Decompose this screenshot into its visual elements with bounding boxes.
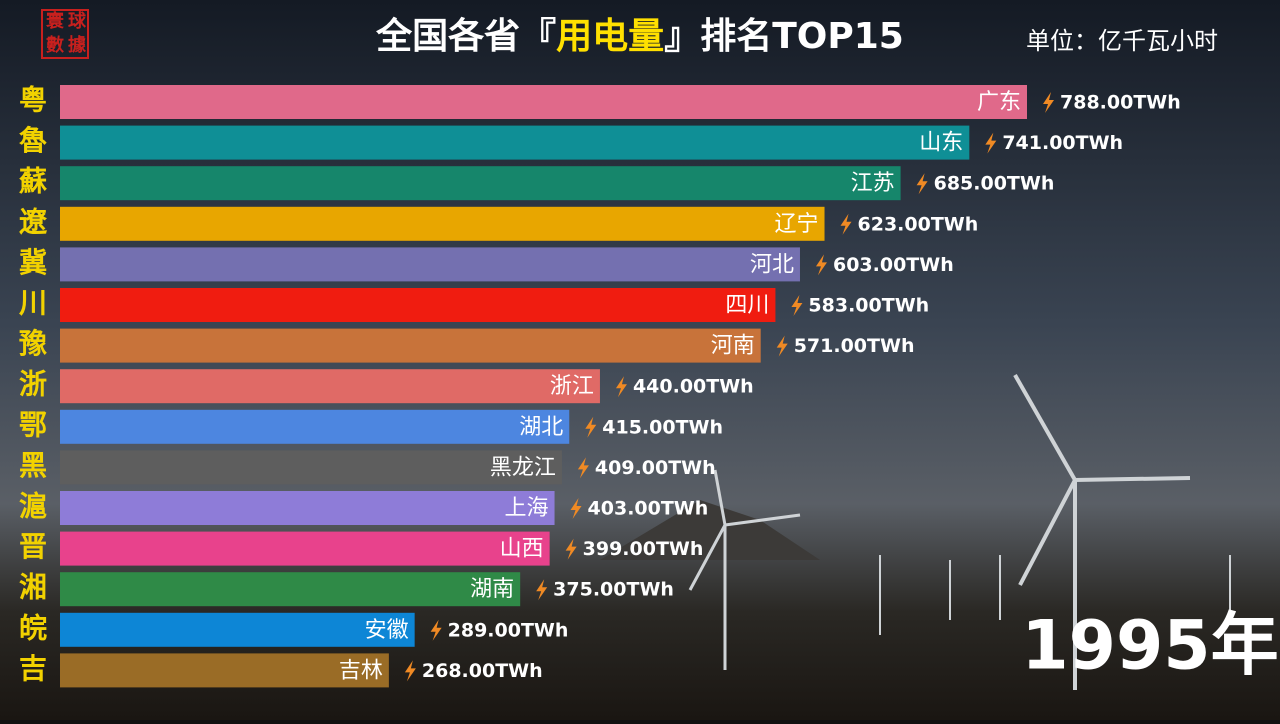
bolt-icon <box>536 579 548 601</box>
row-abbreviation: 晋 <box>19 530 47 563</box>
bar-label: 四川 <box>725 293 769 318</box>
title-part: 』排名TOP15 <box>664 16 904 57</box>
bolt-icon <box>791 295 803 316</box>
row-abbreviation: 皖 <box>19 611 47 644</box>
bar <box>60 491 555 525</box>
bar-label: 山西 <box>500 537 544 562</box>
bolt-icon <box>776 335 788 357</box>
row-abbreviation: 湘 <box>19 571 47 604</box>
row-abbreviation: 蘇 <box>19 165 47 198</box>
bar-label: 河北 <box>750 252 794 277</box>
logo-frame <box>41 9 89 59</box>
bar <box>60 409 570 444</box>
bar <box>60 612 415 647</box>
value-label: 623.00TWh <box>858 213 979 235</box>
value-label: 399.00TWh <box>583 538 704 560</box>
bar <box>60 531 550 566</box>
bar-label: 湖北 <box>519 415 563 440</box>
logo-char: 據 <box>68 34 87 56</box>
value-label: 375.00TWh <box>553 579 674 601</box>
value-label: 788.00TWh <box>1060 92 1181 114</box>
value-label: 268.00TWh <box>422 660 543 682</box>
logo-char: 數 <box>46 35 64 56</box>
bar-label: 辽宁 <box>775 212 819 237</box>
logo-char: 寰 <box>46 10 64 32</box>
bar <box>60 206 825 241</box>
value-label: 403.00TWh <box>588 498 709 520</box>
subtitle: 单位：亿千瓦小时 <box>1026 27 1218 55</box>
bolt-icon <box>615 376 627 398</box>
bolt-icon <box>985 132 997 154</box>
turbines <box>688 374 1231 690</box>
bolt-icon <box>585 416 597 438</box>
row-abbreviation: 川 <box>19 287 47 320</box>
bolt-icon <box>577 457 589 479</box>
bar-label: 吉林 <box>339 658 383 683</box>
value-label: 440.00TWh <box>633 376 754 398</box>
bolt-icon <box>815 254 827 276</box>
bar <box>60 288 776 322</box>
row-abbreviation: 鄂 <box>19 408 47 441</box>
bolt-icon <box>430 619 442 641</box>
row-abbreviation: 冀 <box>19 246 47 279</box>
title-part: 全国各省『 <box>375 15 556 57</box>
bolt-icon <box>840 213 852 235</box>
bar <box>60 166 901 201</box>
row-abbreviation: 豫 <box>19 327 47 360</box>
mountain <box>600 500 820 560</box>
value-label: 415.00TWh <box>602 416 723 438</box>
row-abbreviation: 魯 <box>19 124 47 157</box>
value-label: 571.00TWh <box>794 335 915 357</box>
row-abbreviation: 吉 <box>19 652 47 685</box>
bar-label: 江苏 <box>851 171 895 196</box>
value-label: 289.00TWh <box>448 619 569 641</box>
logo-char: 球 <box>68 11 87 32</box>
row-abbreviation: 滬 <box>19 490 47 523</box>
bolt-icon <box>565 538 577 560</box>
value-label: 685.00TWh <box>934 173 1055 195</box>
bolt-icon <box>404 660 416 682</box>
bar <box>60 85 1027 119</box>
bar <box>60 653 389 688</box>
bar <box>60 125 970 160</box>
value-label: 583.00TWh <box>808 295 929 317</box>
bar <box>60 247 800 282</box>
bar <box>60 572 521 607</box>
bar-label: 湖南 <box>470 577 514 602</box>
bar <box>60 328 761 363</box>
value-label: 409.00TWh <box>595 457 716 479</box>
value-label: 741.00TWh <box>1002 132 1123 154</box>
bolt-icon <box>570 498 582 519</box>
chart-title: 全国各省『用电量』排名TOP15 <box>375 15 904 57</box>
bar-label: 浙江 <box>550 374 594 399</box>
bar <box>60 450 562 485</box>
bolt-icon <box>1043 92 1054 113</box>
bar-label: 山东 <box>919 131 963 156</box>
bar-label: 河南 <box>711 334 755 359</box>
bar-label: 黑龙江 <box>490 455 556 480</box>
row-abbreviation: 遼 <box>19 205 48 238</box>
bar-label: 安徽 <box>365 618 409 643</box>
bar-label: 广东 <box>977 90 1021 115</box>
bar-label: 上海 <box>505 496 549 521</box>
bolt-icon <box>916 173 928 195</box>
row-abbreviation: 粤 <box>19 84 47 117</box>
row-abbreviation: 浙 <box>19 368 47 401</box>
title-highlight: 用电量 <box>556 16 664 57</box>
bar <box>60 369 600 404</box>
row-abbreviation: 黑 <box>19 449 47 482</box>
value-label: 603.00TWh <box>833 254 954 276</box>
year-label: 1995年 <box>1021 607 1278 686</box>
